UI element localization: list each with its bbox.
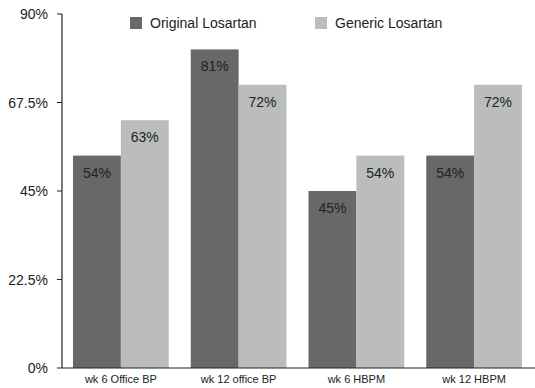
y-tick-label: 90% <box>20 6 48 22</box>
data-label: 72% <box>484 94 512 110</box>
y-tick <box>57 14 62 15</box>
data-label: 54% <box>436 165 464 181</box>
x-tick-label: wk 12 office BP <box>200 373 277 385</box>
x-tick-label: wk 12 HBPM <box>441 373 506 385</box>
legend-label: Original Losartan <box>150 15 257 31</box>
y-tick-label: 0% <box>28 360 48 376</box>
data-label: 54% <box>83 165 111 181</box>
bar <box>121 120 169 368</box>
legend-swatch <box>130 17 142 29</box>
y-tick-label: 22.5% <box>8 272 48 288</box>
legend-swatch <box>315 17 327 29</box>
data-label: 45% <box>318 200 346 216</box>
data-label: 72% <box>249 94 277 110</box>
bar <box>426 156 474 368</box>
data-label: 54% <box>366 165 394 181</box>
bar <box>191 49 239 368</box>
x-axis <box>62 367 535 368</box>
chart-svg: 54% 81% 45% 54% 63% 72% 54% 72% 0% 22.5% 45% 67.5% 9… <box>0 0 535 388</box>
data-label: 81% <box>201 58 229 74</box>
x-tick-label: wk 6 HBPM <box>327 373 385 385</box>
x-tick-label: wk 6 Office BP <box>84 373 157 385</box>
y-tick-label: 45% <box>20 183 48 199</box>
legend-label: Generic Losartan <box>335 15 442 31</box>
y-tick-label: 67.5% <box>8 95 48 111</box>
y-tick <box>57 102 62 103</box>
data-label: 63% <box>131 129 159 145</box>
bar <box>239 85 287 368</box>
y-tick <box>57 191 62 192</box>
bars <box>73 49 522 368</box>
bar <box>73 156 121 368</box>
bar <box>474 85 522 368</box>
data-labels: 54% 81% 45% 54% 63% 72% 54% 72% <box>83 58 512 216</box>
y-tick <box>57 368 62 369</box>
y-tick <box>57 279 62 280</box>
bar <box>309 191 357 368</box>
legend: Original Losartan Generic Losartan <box>130 15 442 31</box>
chart-container: 54% 81% 45% 54% 63% 72% 54% 72% 0% 22.5% 45% 67.5% 9… <box>0 0 535 388</box>
bar <box>356 156 404 368</box>
